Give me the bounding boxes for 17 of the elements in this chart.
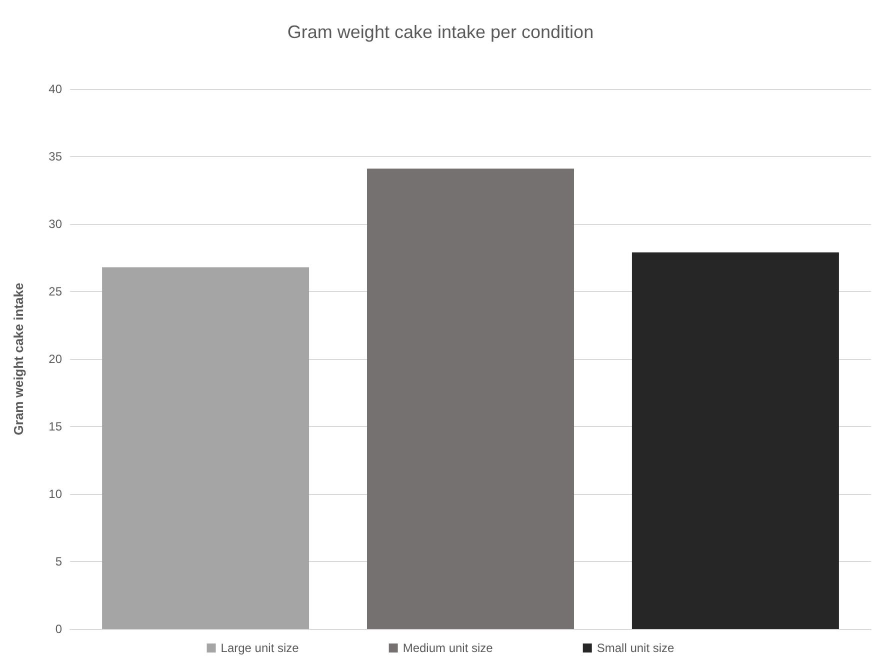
y-tick-label: 35 xyxy=(48,150,62,164)
y-tick-label: 0 xyxy=(55,622,62,636)
y-tick-label: 25 xyxy=(48,284,62,298)
legend-label: Medium unit size xyxy=(402,641,494,655)
legend-label: Small unit size xyxy=(596,641,675,655)
y-tick-label: 40 xyxy=(48,82,62,96)
legend-label: Large unit size xyxy=(220,641,300,655)
bar xyxy=(367,168,574,629)
chart-title: Gram weight cake intake per condition xyxy=(287,22,594,42)
bar xyxy=(102,267,310,629)
bar xyxy=(632,252,839,629)
y-tick-label: 5 xyxy=(55,554,62,568)
y-axis-title: Gram weight cake intake xyxy=(11,282,26,436)
y-tick-label: 30 xyxy=(48,217,62,231)
y-tick-label: 20 xyxy=(48,352,62,366)
y-tick-label: 10 xyxy=(48,487,62,501)
y-tick-label: 15 xyxy=(48,420,62,434)
